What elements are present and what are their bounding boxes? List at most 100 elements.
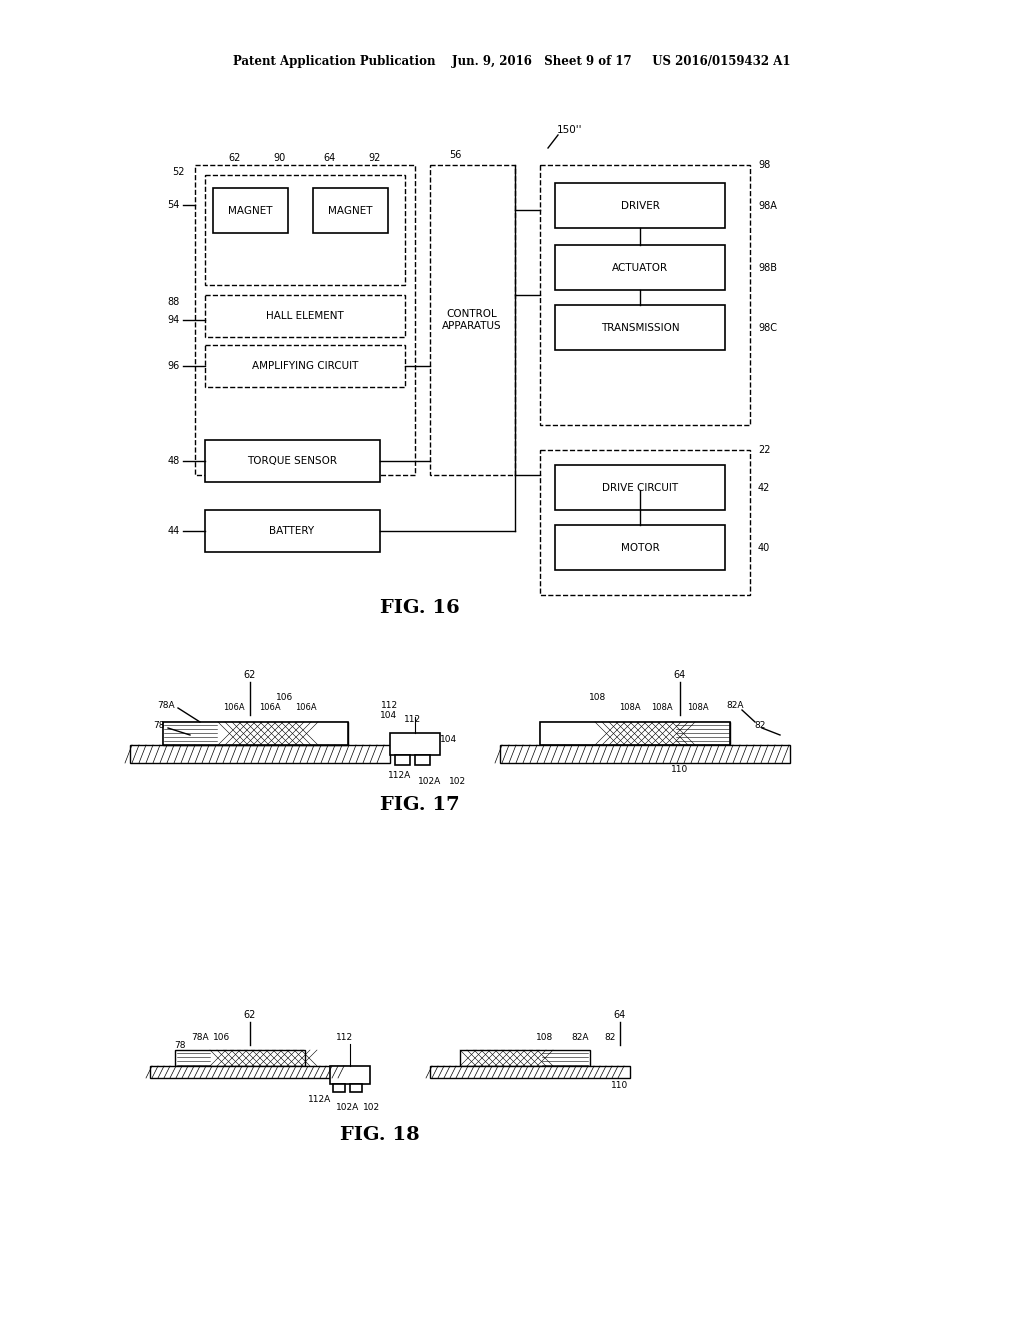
Text: 104: 104 (380, 711, 397, 721)
Text: 88: 88 (168, 297, 180, 308)
Text: 108A: 108A (651, 704, 673, 713)
Bar (163, 722, 218, 744)
Text: 92: 92 (369, 153, 381, 162)
Text: Patent Application Publication    Jun. 9, 2016   Sheet 9 of 17     US 2016/01594: Patent Application Publication Jun. 9, 2… (233, 55, 791, 69)
Bar (195, 165, 415, 475)
Text: DRIVER: DRIVER (621, 201, 659, 211)
Bar (500, 744, 790, 763)
Bar (205, 440, 380, 482)
Text: 90: 90 (273, 153, 286, 162)
Text: 106: 106 (276, 693, 294, 701)
Text: 110: 110 (611, 1081, 629, 1089)
Text: MAGNET: MAGNET (328, 206, 373, 216)
Text: 82A: 82A (726, 701, 743, 710)
Bar (390, 733, 440, 755)
Bar (350, 1084, 362, 1092)
Text: FIG. 16: FIG. 16 (380, 599, 460, 616)
Text: 54: 54 (168, 201, 180, 210)
Text: TRANSMISSION: TRANSMISSION (601, 323, 679, 333)
Bar (330, 1067, 370, 1084)
Text: 98B: 98B (758, 263, 777, 273)
Text: 82: 82 (604, 1034, 615, 1043)
Bar (218, 722, 298, 744)
Text: 106A: 106A (223, 704, 245, 713)
Text: 94: 94 (168, 315, 180, 325)
Text: 96: 96 (168, 360, 180, 371)
Text: 98: 98 (758, 160, 770, 170)
Text: 78A: 78A (191, 1034, 209, 1043)
Text: 102: 102 (450, 777, 467, 787)
Text: AMPLIFYING CIRCUIT: AMPLIFYING CIRCUIT (252, 360, 358, 371)
Bar (130, 744, 390, 763)
Bar (595, 722, 675, 744)
Text: 62: 62 (228, 153, 242, 162)
Bar (163, 722, 348, 744)
Text: MOTOR: MOTOR (621, 543, 659, 553)
Text: 108: 108 (537, 1034, 554, 1043)
Bar (205, 176, 406, 285)
Text: 112: 112 (381, 701, 398, 710)
Text: 42: 42 (758, 483, 770, 492)
Bar (555, 465, 725, 510)
Text: 62: 62 (244, 1010, 256, 1020)
Text: 106A: 106A (295, 704, 316, 713)
Text: DRIVE CIRCUIT: DRIVE CIRCUIT (602, 483, 678, 492)
Text: MAGNET: MAGNET (227, 206, 272, 216)
Text: 82A: 82A (571, 1034, 589, 1043)
Bar (213, 187, 288, 234)
Text: 40: 40 (758, 543, 770, 553)
Text: FIG. 17: FIG. 17 (380, 796, 460, 814)
Text: 150'': 150'' (557, 125, 583, 135)
Bar (540, 722, 730, 744)
Bar (555, 305, 725, 350)
Text: 64: 64 (324, 153, 336, 162)
Text: 82: 82 (755, 721, 766, 730)
Text: 112A: 112A (308, 1096, 332, 1105)
Text: 78: 78 (174, 1040, 185, 1049)
Text: 102A: 102A (419, 777, 441, 787)
Text: 48: 48 (168, 455, 180, 466)
Text: 112: 112 (404, 714, 422, 723)
Text: 78: 78 (154, 721, 165, 730)
Bar (205, 294, 406, 337)
Bar (333, 1084, 345, 1092)
Bar (150, 1067, 350, 1078)
Bar (430, 1067, 630, 1078)
Text: HALL ELEMENT: HALL ELEMENT (266, 312, 344, 321)
Bar (555, 525, 725, 570)
Text: 22: 22 (758, 445, 770, 455)
Bar (205, 510, 380, 552)
Text: 112A: 112A (388, 771, 412, 780)
Text: 108A: 108A (687, 704, 709, 713)
Text: 64: 64 (674, 671, 686, 680)
Text: CONTROL
APPARATUS: CONTROL APPARATUS (442, 309, 502, 331)
Text: 98C: 98C (758, 323, 777, 333)
Bar (540, 722, 595, 744)
Text: 102A: 102A (336, 1104, 359, 1113)
Text: 56: 56 (449, 150, 461, 160)
Text: 78A: 78A (158, 701, 175, 710)
Text: 98A: 98A (758, 201, 777, 211)
Text: ACTUATOR: ACTUATOR (612, 263, 668, 273)
Bar (555, 183, 725, 228)
Bar (205, 345, 406, 387)
Text: FIG. 18: FIG. 18 (340, 1126, 420, 1144)
Bar (540, 165, 750, 425)
Text: 62: 62 (244, 671, 256, 680)
Bar (298, 722, 348, 744)
Text: 102: 102 (364, 1104, 381, 1113)
Text: 52: 52 (172, 168, 185, 177)
Text: TORQUE SENSOR: TORQUE SENSOR (247, 455, 337, 466)
Text: 110: 110 (672, 766, 688, 775)
Text: 64: 64 (613, 1010, 626, 1020)
Bar (395, 755, 410, 766)
Text: 108: 108 (590, 693, 606, 701)
Text: 106: 106 (213, 1034, 230, 1043)
Text: 106A: 106A (259, 704, 281, 713)
Bar (430, 165, 515, 475)
Text: 108A: 108A (620, 704, 641, 713)
Text: 112: 112 (337, 1034, 353, 1043)
Text: 44: 44 (168, 525, 180, 536)
Bar (555, 246, 725, 290)
Bar (460, 1049, 590, 1067)
